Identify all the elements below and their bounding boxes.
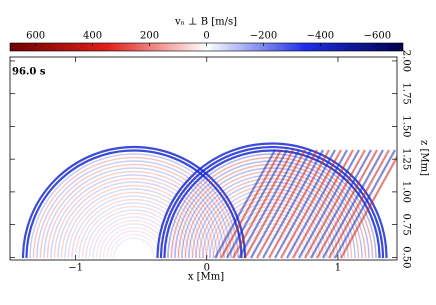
wave-front bbox=[88, 212, 180, 259]
wave-stripe bbox=[298, 149, 360, 259]
wave-front bbox=[36, 160, 232, 259]
time-annotation: 96.0 s bbox=[12, 67, 46, 78]
wave-front bbox=[53, 177, 215, 259]
wave-stripe bbox=[268, 149, 330, 259]
y-tick-label: 2.00 bbox=[401, 50, 412, 72]
wave-stripe bbox=[286, 149, 348, 259]
wave-front bbox=[195, 181, 349, 259]
colorbar-label: vₙ ⊥ B [m/s] bbox=[174, 17, 237, 28]
wave-front bbox=[25, 149, 243, 259]
wave-stripe bbox=[244, 149, 306, 259]
wave-stripe bbox=[214, 149, 276, 259]
wave-stripe bbox=[262, 149, 324, 259]
wave-front bbox=[85, 209, 183, 259]
wave-stripe bbox=[220, 149, 282, 259]
wave-front bbox=[81, 205, 187, 259]
y-tick-label: 1.00 bbox=[401, 181, 412, 203]
wave-stripe bbox=[226, 149, 288, 259]
wave-front bbox=[92, 216, 176, 259]
x-tick-label: 1 bbox=[335, 263, 341, 274]
wave-front bbox=[21, 145, 247, 259]
wave-front bbox=[95, 219, 173, 259]
colorbar-tick-label: −200 bbox=[250, 31, 277, 42]
wave-front bbox=[57, 181, 211, 259]
y-tick-label: 1.50 bbox=[401, 115, 412, 137]
wave-front bbox=[184, 170, 360, 259]
colorbar-tick-label: −400 bbox=[307, 31, 334, 42]
wave-stripe bbox=[316, 149, 378, 259]
wave-front bbox=[29, 153, 239, 259]
plot-frame bbox=[9, 56, 398, 261]
colorbar-tick-label: 600 bbox=[26, 31, 45, 42]
wave-stripe bbox=[238, 149, 300, 259]
wave-front bbox=[50, 174, 218, 259]
x-tick-label: −1 bbox=[68, 263, 83, 274]
wave-stripe bbox=[334, 149, 396, 259]
y-axis-label: z [Mm] bbox=[419, 140, 430, 176]
wave-front bbox=[109, 233, 159, 259]
wave-front bbox=[74, 198, 194, 259]
wave-stripe bbox=[310, 149, 372, 259]
wave-stripe bbox=[280, 149, 342, 259]
x-axis-label: x [Mm] bbox=[188, 272, 224, 283]
y-tick-label: 1.75 bbox=[401, 83, 412, 105]
colorbar-tick-label: 0 bbox=[203, 31, 209, 42]
y-tick-label: 0.50 bbox=[401, 246, 412, 268]
colorbar-tick-label: −600 bbox=[364, 31, 391, 42]
y-tick-label: 0.75 bbox=[401, 214, 412, 236]
x-tick-label: 0 bbox=[204, 263, 210, 274]
wave-stripe bbox=[250, 149, 312, 259]
wave-front bbox=[39, 163, 229, 259]
wave-front bbox=[78, 202, 190, 259]
wave-stripe bbox=[232, 149, 294, 259]
wave-front bbox=[64, 188, 204, 259]
wave-field bbox=[21, 142, 397, 259]
wave-front bbox=[113, 237, 155, 259]
colorbar-tick-label: 200 bbox=[140, 31, 159, 42]
wave-stripe bbox=[322, 149, 384, 259]
wave-front bbox=[67, 191, 201, 259]
wave-front bbox=[209, 195, 335, 259]
wave-front bbox=[46, 170, 222, 259]
wave-front bbox=[32, 156, 236, 259]
wave-stripe bbox=[340, 154, 397, 259]
wave-front bbox=[71, 195, 197, 259]
wave-stripe bbox=[328, 149, 390, 259]
wave-front bbox=[60, 184, 208, 259]
y-tick-label: 1.25 bbox=[401, 148, 412, 170]
wave-front bbox=[43, 167, 225, 259]
wave-front bbox=[156, 142, 388, 259]
wave-stripe bbox=[292, 149, 354, 259]
wave-front bbox=[205, 191, 339, 259]
wave-stripe bbox=[256, 149, 318, 259]
wave-front bbox=[159, 145, 385, 259]
wave-stripe bbox=[274, 149, 336, 259]
colorbar-tick-label: 400 bbox=[83, 31, 102, 42]
wave-stripe bbox=[304, 149, 366, 259]
wave-front bbox=[216, 202, 328, 259]
